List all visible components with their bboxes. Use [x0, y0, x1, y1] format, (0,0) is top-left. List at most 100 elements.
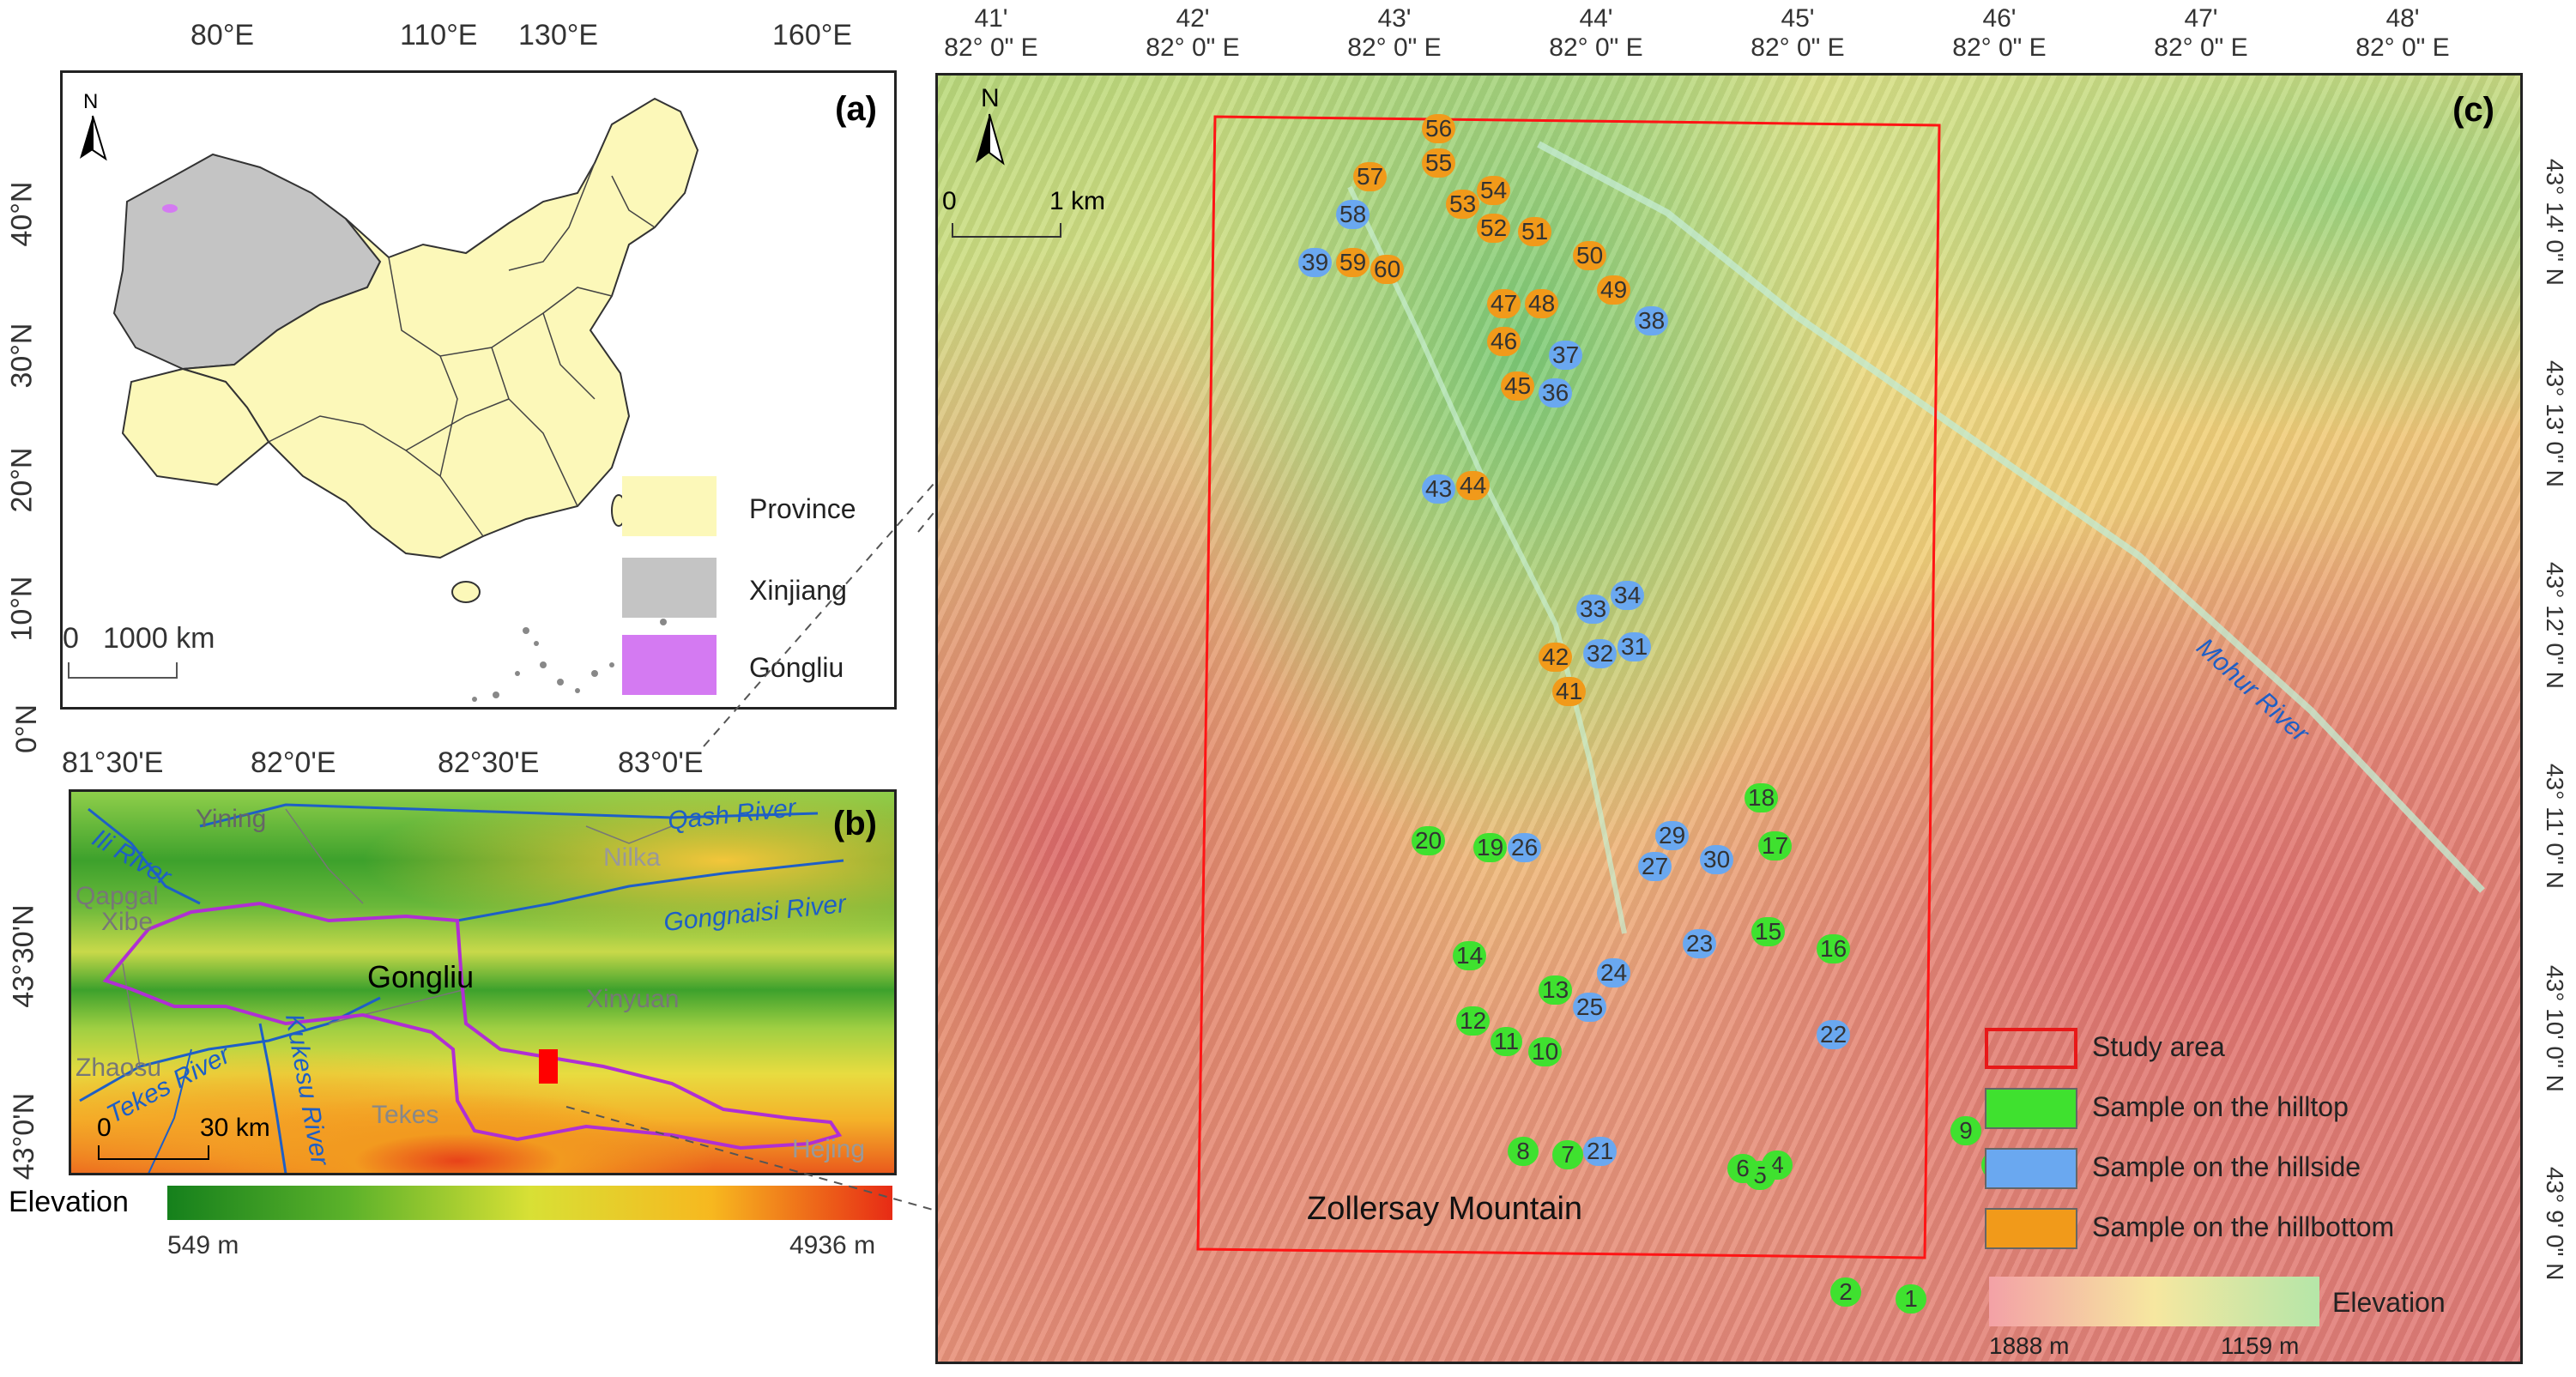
ili-river: [88, 807, 201, 905]
scale-bar: [98, 1145, 209, 1160]
lon-label: 81°30'E: [62, 746, 164, 779]
elev-title: Elevation: [9, 1186, 129, 1218]
sample-marker: 33: [1576, 595, 1611, 624]
sample-marker: 32: [1583, 639, 1618, 668]
legend-province: Province: [749, 493, 856, 524]
sample-marker: 14: [1453, 941, 1487, 970]
study-area-marker: [539, 1049, 558, 1084]
sample-marker: 47: [1487, 289, 1521, 318]
sample-marker: 38: [1635, 306, 1669, 335]
lon-deg: 82° 0" E: [2154, 33, 2248, 62]
elev-max: 4936 m: [789, 1231, 876, 1259]
place-tekes: Tekes: [372, 1101, 439, 1129]
top-lon-labels: 41' 82° 0" E 42' 82° 0" E 43' 82° 0" E 44' 8…: [935, 4, 2531, 73]
lon-minute: 47': [2184, 4, 2218, 33]
sample-marker: 17: [1758, 831, 1793, 861]
place-hejing: Hejing: [792, 1135, 866, 1163]
lon-minute: 45': [1781, 4, 1815, 33]
legend-hillbottom: Sample on the hillbottom: [2092, 1211, 2395, 1242]
gongnaisi-river: [457, 859, 844, 922]
lon-deg: 82° 0" E: [2355, 33, 2450, 62]
sample-marker: 58: [1336, 200, 1370, 229]
lat-label: 20°N: [5, 447, 39, 513]
place-zhaosu: Zhaosu: [76, 1054, 162, 1082]
place-xinyuan: Xinyuan: [586, 985, 680, 1013]
china-map: [112, 97, 699, 702]
lat-label: 43° 10' 0" N: [2542, 965, 2568, 1092]
elev-low: 1159 m: [2221, 1332, 2300, 1359]
lat-label: 43°30'N: [7, 904, 40, 1008]
sample-marker: 55: [1422, 148, 1456, 178]
legend-hilltop: Sample on the hilltop: [2092, 1091, 2349, 1122]
legend-swatch-gongliu: [622, 635, 717, 695]
sample-marker: 48: [1525, 289, 1559, 318]
scale-length: 30 km: [200, 1114, 270, 1142]
sample-marker: 41: [1552, 677, 1587, 706]
lon-label: 82°30'E: [438, 746, 540, 779]
sample-marker: 59: [1336, 248, 1370, 277]
lat-label: 43° 14' 0" N: [2542, 159, 2568, 286]
lat-label: 43° 13' 0" N: [2542, 360, 2568, 487]
lat-label: 0°N: [10, 704, 44, 754]
elev-ramp: [1989, 1277, 2319, 1326]
legend-hillside: Sample on the hillside: [2092, 1151, 2361, 1182]
study-area: [1196, 115, 1941, 1259]
mohur-river-line: [1537, 141, 2485, 893]
north-arrow-icon: [80, 115, 107, 161]
sample-marker: 29: [1655, 821, 1690, 850]
place-nilka: Nilka: [603, 843, 661, 872]
legend-swatch-xinjiang: [622, 558, 717, 618]
sample-marker: 2: [1830, 1277, 1861, 1307]
gongliu-boundary: [102, 901, 843, 1151]
mountain-label: Zollersay Mountain: [1307, 1191, 1583, 1227]
scale-bar: [952, 223, 1061, 238]
sample-marker: 54: [1477, 176, 1511, 205]
sample-marker: 11: [1491, 1027, 1523, 1056]
scale-zero: 0: [942, 187, 957, 215]
north-arrow-icon: [976, 113, 1005, 166]
sample-marker: 37: [1549, 341, 1583, 370]
lon-deg: 82° 0" E: [1751, 33, 1845, 62]
sample-marker: 49: [1597, 275, 1631, 305]
scale-zero: 0: [63, 622, 79, 655]
gongliu-marker: [162, 204, 178, 213]
sample-marker: 19: [1473, 833, 1508, 862]
lon-label: 110°E: [400, 19, 478, 51]
sample-marker: 46: [1487, 327, 1521, 356]
panel-a-frame: (a) N 0 1000 km Province Xinjiang Gongli…: [60, 70, 897, 710]
panel-c-map: [1196, 115, 2485, 1259]
lon-minute: 43': [1377, 4, 1412, 33]
sample-marker: 23: [1683, 929, 1717, 958]
lon-minute: 46': [1982, 4, 2017, 33]
lon-deg: 82° 0" E: [1952, 33, 2047, 62]
sample-marker: 53: [1446, 190, 1480, 219]
lon-label: 160°E: [772, 19, 853, 51]
lon-label: 130°E: [518, 19, 599, 51]
lon-deg: 82° 0" E: [1347, 33, 1442, 62]
legend-swatch-study-area: [1985, 1028, 2077, 1069]
sample-marker: 45: [1501, 371, 1535, 401]
north-label: N: [981, 84, 1000, 112]
sample-marker: 16: [1817, 934, 1851, 963]
lat-label: 43° 12' 0" N: [2542, 562, 2568, 689]
sample-marker: 9: [1950, 1116, 1981, 1145]
place-qapqal: Qapgal: [76, 882, 159, 910]
lon-label: 82°0'E: [251, 746, 336, 779]
sample-marker: 6: [1727, 1154, 1758, 1183]
legend-swatch-province: [622, 476, 717, 536]
sample-marker: 42: [1539, 643, 1573, 672]
sample-marker: 52: [1477, 214, 1511, 243]
legend-swatch-hilltop: [1985, 1088, 2077, 1129]
lon-minute: 48': [2386, 4, 2420, 33]
sample-marker: 21: [1583, 1137, 1618, 1166]
right-lat-labels: 43° 14' 0" N 43° 13' 0" N 43° 12' 0" N 43° …: [2527, 73, 2576, 1364]
sample-marker: 50: [1573, 241, 1607, 270]
sample-marker: 36: [1539, 378, 1573, 408]
sample-marker: 60: [1370, 255, 1405, 284]
scale-bar: [68, 662, 178, 679]
sample-marker: 24: [1597, 958, 1631, 987]
north-arrow: N: [964, 84, 1024, 170]
lat-label: 10°N: [5, 576, 39, 642]
lat-label: 30°N: [5, 323, 39, 389]
kukesu-river: [258, 1023, 287, 1173]
